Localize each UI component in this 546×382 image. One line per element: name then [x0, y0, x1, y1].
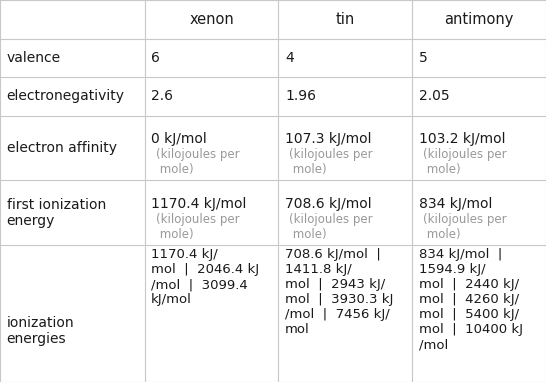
Text: 834 kJ/mol: 834 kJ/mol: [419, 197, 492, 211]
Text: xenon: xenon: [189, 12, 234, 27]
Text: 5: 5: [419, 51, 428, 65]
Text: (kilojoules per
 mole): (kilojoules per mole): [156, 213, 239, 241]
Text: tin: tin: [336, 12, 355, 27]
Text: 1.96: 1.96: [285, 89, 316, 104]
Text: valence: valence: [7, 51, 61, 65]
Text: (kilojoules per
 mole): (kilojoules per mole): [289, 148, 373, 176]
Text: 1170.4 kJ/mol: 1170.4 kJ/mol: [151, 197, 247, 211]
Text: first ionization
energy: first ionization energy: [7, 198, 106, 228]
Text: 834 kJ/mol  |
1594.9 kJ/
mol  |  2440 kJ/
mol  |  4260 kJ/
mol  |  5400 kJ/
mol : 834 kJ/mol | 1594.9 kJ/ mol | 2440 kJ/ m…: [419, 248, 523, 351]
Text: 103.2 kJ/mol: 103.2 kJ/mol: [419, 132, 505, 146]
Text: 4: 4: [285, 51, 294, 65]
Text: (kilojoules per
 mole): (kilojoules per mole): [423, 213, 507, 241]
Text: (kilojoules per
 mole): (kilojoules per mole): [423, 148, 507, 176]
Text: electron affinity: electron affinity: [7, 141, 116, 155]
Text: 708.6 kJ/mol  |
1411.8 kJ/
mol  |  2943 kJ/
mol  |  3930.3 kJ
/mol  |  7456 kJ/
: 708.6 kJ/mol | 1411.8 kJ/ mol | 2943 kJ/…: [285, 248, 393, 337]
Text: 708.6 kJ/mol: 708.6 kJ/mol: [285, 197, 372, 211]
Text: (kilojoules per
 mole): (kilojoules per mole): [156, 148, 239, 176]
Text: 107.3 kJ/mol: 107.3 kJ/mol: [285, 132, 371, 146]
Text: 2.6: 2.6: [151, 89, 173, 104]
Text: 0 kJ/mol: 0 kJ/mol: [151, 132, 207, 146]
Text: (kilojoules per
 mole): (kilojoules per mole): [289, 213, 373, 241]
Text: antimony: antimony: [444, 12, 514, 27]
Text: 6: 6: [151, 51, 160, 65]
Text: 2.05: 2.05: [419, 89, 449, 104]
Text: ionization
energies: ionization energies: [7, 316, 74, 346]
Text: 1170.4 kJ/
mol  |  2046.4 kJ
/mol  |  3099.4
kJ/mol: 1170.4 kJ/ mol | 2046.4 kJ /mol | 3099.4…: [151, 248, 259, 306]
Text: electronegativity: electronegativity: [7, 89, 124, 104]
